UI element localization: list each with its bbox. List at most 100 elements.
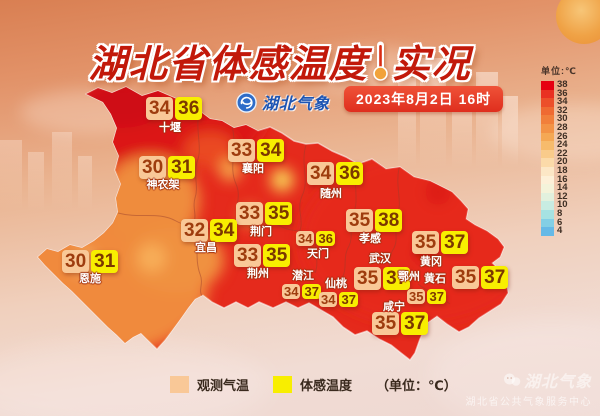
- scale-row: 8: [541, 207, 577, 219]
- feels-temp: 37: [441, 231, 469, 254]
- scale-row: 30: [541, 114, 577, 124]
- city-name-ezhou: 鄂州: [398, 271, 420, 283]
- city-name-enshi: 恩施: [79, 273, 101, 285]
- building-silhouette: [78, 156, 92, 210]
- scale-tick-label: 32: [557, 104, 568, 116]
- observed-temp: 35: [354, 267, 382, 290]
- scale-unit-label: 单位:℃: [541, 66, 577, 76]
- scale-row: 32: [541, 104, 577, 116]
- feels-temp: 38: [375, 209, 403, 232]
- city-name-shiyan: 十堰: [159, 122, 181, 134]
- thermometer-icon: [372, 41, 388, 81]
- scale-color-cell: [541, 81, 554, 90]
- building-silhouette: [28, 152, 44, 212]
- scale-row: 34: [541, 96, 577, 108]
- feels-temp: 37: [302, 284, 321, 299]
- scale-row: 6: [541, 217, 577, 228]
- scale-row: 12: [541, 190, 577, 202]
- observed-temp: 35: [412, 231, 440, 254]
- feels-label: 体感温度: [300, 378, 353, 393]
- observed-temp: 32: [181, 219, 209, 242]
- feels-temp: 36: [175, 97, 203, 120]
- scale-row: 16: [541, 174, 577, 185]
- observed-temp: 34: [146, 97, 174, 120]
- observed-temp: 33: [228, 139, 256, 162]
- city-name-xiaogan: 孝感: [359, 233, 381, 245]
- scale-tick-label: 12: [557, 190, 568, 202]
- temp-label-xiantao: 34 37: [319, 292, 358, 307]
- city-name-tianmen: 天门: [307, 248, 329, 260]
- temp-label-huanggang: 35 37: [412, 231, 469, 254]
- scale-tick-label: 34: [557, 96, 568, 108]
- scale-color-cell: [541, 184, 554, 193]
- temp-label-qianjiang: 34 37: [282, 284, 321, 299]
- scale-color-cell: [541, 115, 554, 124]
- scale-color-cell: [541, 218, 554, 228]
- city-name-wuhan: 武汉: [369, 253, 391, 265]
- observed-temp: 34: [296, 231, 315, 246]
- scale-color-cell: [541, 192, 554, 202]
- observed-temp: 30: [139, 156, 167, 179]
- scale-tick-label: 14: [557, 182, 568, 194]
- scale-row: 4: [541, 226, 577, 236]
- scale-row: 18: [541, 166, 577, 176]
- scale-color-cell: [541, 166, 554, 176]
- observed-temp: 35: [346, 209, 374, 232]
- building-silhouette: [0, 140, 22, 210]
- scale-color-cell: [541, 201, 554, 210]
- scale-color-cell: [541, 132, 554, 142]
- feels-temp: 34: [257, 139, 285, 162]
- brand-name: 湖北气象: [262, 96, 331, 113]
- city-name-xianning: 咸宁: [383, 301, 405, 313]
- building-silhouette: [52, 132, 72, 210]
- feels-temp: 35: [265, 202, 293, 225]
- watermark-org: 湖北省公共气象服务中心: [465, 397, 592, 408]
- city-name-xiangyang: 襄阳: [242, 163, 264, 175]
- feels-temp: 37: [481, 266, 509, 289]
- scale-tick-label: 20: [557, 156, 568, 168]
- building-silhouette: [502, 96, 518, 168]
- temp-label-xiangyang: 33 34: [228, 139, 285, 162]
- city-name-xiantao: 仙桃: [325, 278, 347, 290]
- observed-temp: 33: [234, 244, 262, 267]
- scale-tick-label: 8: [557, 207, 563, 219]
- scale-row: 26: [541, 132, 577, 142]
- scale-color-cell: [541, 158, 554, 167]
- observed-label: 观测气温: [197, 378, 250, 393]
- legend: 观测气温 体感温度 （单位：℃）: [170, 375, 457, 394]
- temp-label-shiyan: 34 36: [146, 97, 203, 120]
- temp-label-xianning: 35 37: [372, 312, 429, 335]
- observed-temp: 35: [407, 289, 426, 304]
- scale-rows: 38 36 34 32 30 28 26 24 22 20 18 16 14 12 10 8 6 4: [541, 79, 577, 236]
- observed-temp: 34: [282, 284, 301, 299]
- scale-color-cell: [541, 227, 554, 236]
- observed-temp: 35: [452, 266, 480, 289]
- scale-color-cell: [541, 98, 554, 107]
- temp-label-tianmen: 34 36: [296, 231, 335, 246]
- city-name-shennongjia: 神农架: [146, 179, 180, 191]
- scale-tick-label: 38: [557, 79, 568, 90]
- city-name-yichang: 宜昌: [195, 242, 217, 254]
- temp-label-yichang: 32 34: [181, 219, 238, 242]
- weather-bureau-icon: [236, 91, 257, 113]
- temp-label-xiaogan: 35 38: [346, 209, 403, 232]
- temp-label-shennongjia: 30 31: [139, 156, 196, 179]
- hubei-weather-logo: 湖北气象: [236, 90, 330, 114]
- feels-temp: 36: [336, 162, 364, 185]
- feels-temp: 37: [401, 312, 429, 335]
- scale-color-cell: [541, 89, 554, 99]
- scale-row: 28: [541, 121, 577, 133]
- temp-label-ezhou: 35 37: [407, 289, 446, 304]
- scale-row: 22: [541, 149, 577, 159]
- city-name-jingmen: 荆门: [250, 226, 272, 238]
- observed-temp: 34: [307, 162, 335, 185]
- scale-tick-label: 28: [557, 121, 568, 133]
- city-name-jingzhou: 荆州: [247, 268, 269, 280]
- scale-row: 10: [541, 200, 577, 210]
- city-name-huanggang: 黄冈: [420, 256, 442, 268]
- scale-row: 36: [541, 89, 577, 99]
- scale-tick-label: 24: [557, 139, 568, 151]
- page-title: 湖北省体感温度 实况: [0, 33, 560, 88]
